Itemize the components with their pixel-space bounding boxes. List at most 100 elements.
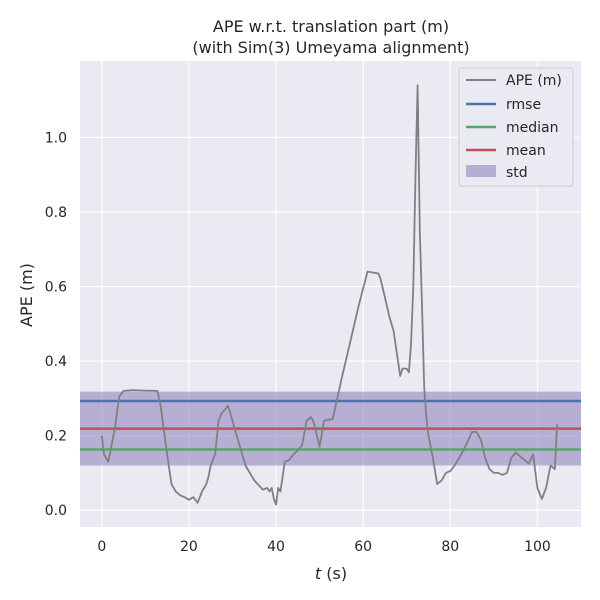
ape-point <box>275 504 277 506</box>
legend-mean-label: mean <box>506 143 546 159</box>
ape-point <box>408 371 410 373</box>
ape-point <box>157 390 159 392</box>
ape-point <box>480 438 482 440</box>
x-tick-label: 0 <box>97 539 106 555</box>
ape-point <box>419 230 421 232</box>
legend-box <box>458 67 574 187</box>
legend-rmse-label: rmse <box>506 97 541 113</box>
ape-point <box>103 453 105 455</box>
ape-point <box>550 465 552 467</box>
ape-point <box>449 470 451 472</box>
ape-point <box>554 468 556 470</box>
ape-point <box>349 342 351 344</box>
ape-point <box>210 465 212 467</box>
ape-point <box>323 420 325 422</box>
ape-point <box>406 368 408 370</box>
ape-point <box>245 465 247 467</box>
ape-point <box>378 273 380 275</box>
x-axis-label: t (s) <box>315 564 347 583</box>
ape-point <box>502 474 504 476</box>
x-axis-label-unit: (s) <box>321 564 347 583</box>
ape-point <box>436 483 438 485</box>
x-tick-label: 20 <box>180 539 198 555</box>
ape-point <box>476 431 478 433</box>
y-tick-label: 0.0 <box>45 503 67 519</box>
ape-point <box>493 472 495 474</box>
x-tick-label: 100 <box>524 539 551 555</box>
ape-point <box>227 405 229 407</box>
ape-point <box>236 435 238 437</box>
ape-point <box>118 396 120 398</box>
ape-point <box>288 459 290 461</box>
x-tick-label: 60 <box>354 539 372 555</box>
ape-point <box>123 390 125 392</box>
ape-point <box>171 483 173 485</box>
ape-point <box>273 498 275 500</box>
ape-point <box>107 461 109 463</box>
ape-point <box>393 330 395 332</box>
ape-point <box>306 420 308 422</box>
ape-point <box>188 499 190 501</box>
ape-point <box>184 496 186 498</box>
ape-point <box>410 342 412 344</box>
ape-point <box>541 498 543 500</box>
ape-point <box>432 457 434 459</box>
ape-point <box>101 435 103 437</box>
ape-point <box>399 375 401 377</box>
ape-point <box>415 174 417 176</box>
ape-point <box>280 491 282 493</box>
ape-point <box>312 420 314 422</box>
ape-point <box>131 389 133 391</box>
ape-point <box>284 461 286 463</box>
legend: APE (m) rmse median mean std <box>458 67 574 187</box>
ape-point <box>489 468 491 470</box>
ape-point <box>532 453 534 455</box>
ape-point <box>314 427 316 429</box>
ape-point <box>179 494 181 496</box>
ape-point <box>395 345 397 347</box>
ape-point <box>269 491 271 493</box>
ape-point <box>310 416 312 418</box>
ape-point <box>371 271 373 273</box>
ape-point <box>380 278 382 280</box>
ape-point <box>523 459 525 461</box>
ape-point <box>197 502 199 504</box>
ape-point <box>277 487 279 489</box>
ape-point <box>218 420 220 422</box>
ape-point <box>253 480 255 482</box>
ape-point <box>412 286 414 288</box>
ape-series-line <box>100 84 558 506</box>
ape-point <box>445 472 447 474</box>
ape-point <box>388 315 390 317</box>
ape-point <box>441 480 443 482</box>
statistics-layer <box>80 391 581 466</box>
ape-point <box>462 450 464 452</box>
ape-point <box>114 427 116 429</box>
ape-point <box>537 487 539 489</box>
ape-point <box>471 431 473 433</box>
ape-point <box>192 496 194 498</box>
ape-point <box>282 476 284 478</box>
y-tick-label: 1.0 <box>45 130 67 146</box>
y-tick-label: 0.4 <box>45 354 67 370</box>
ape-point <box>160 405 162 407</box>
ape-point <box>391 323 393 325</box>
ape-point <box>319 446 321 448</box>
legend-std-label: std <box>506 165 528 181</box>
ape-point <box>297 450 299 452</box>
ape-point <box>208 476 210 478</box>
ape-point <box>519 455 521 457</box>
ape-point <box>515 452 517 454</box>
ape-point <box>166 453 168 455</box>
ape-point <box>221 412 223 414</box>
ape-point <box>484 457 486 459</box>
ape-point <box>266 487 268 489</box>
ape-point <box>417 84 419 86</box>
legend-ape-label: APE (m) <box>506 73 562 89</box>
x-axis-label-variable: t <box>315 564 322 583</box>
ape-point <box>340 379 342 381</box>
ape-point <box>528 463 530 465</box>
ape-point <box>367 271 369 273</box>
ape-point <box>175 491 177 493</box>
ape-point <box>421 304 423 306</box>
